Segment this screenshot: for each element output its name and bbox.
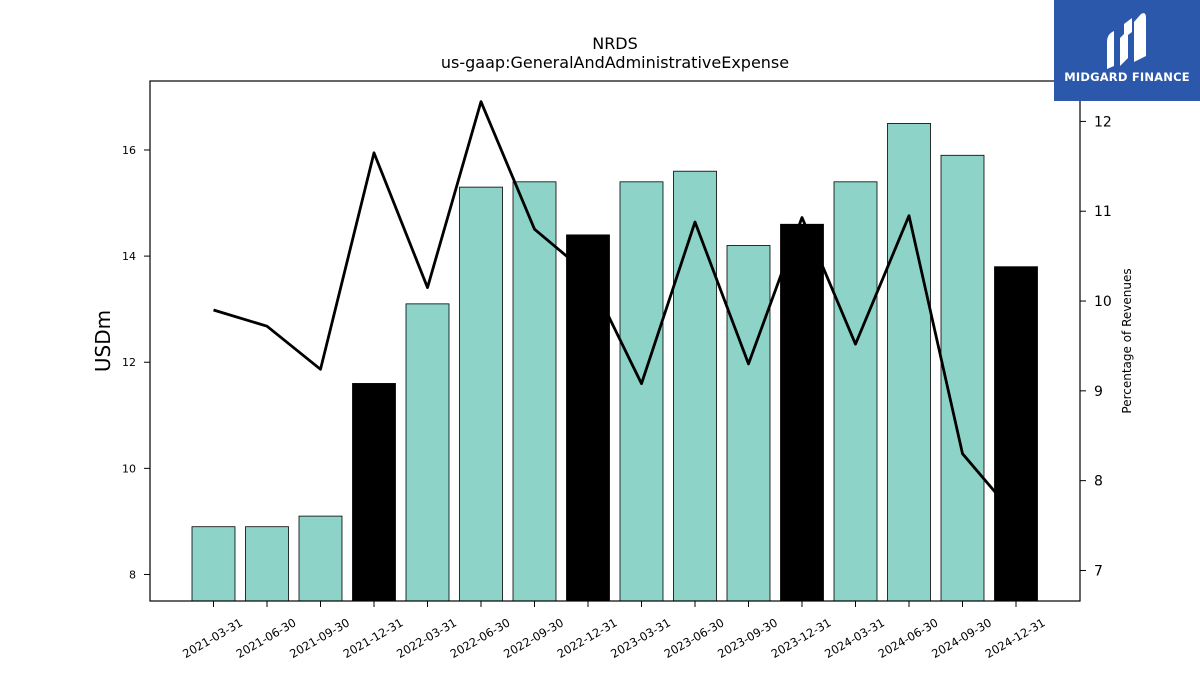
plot-frame xyxy=(149,80,1081,602)
bar-2021-12-31 xyxy=(352,383,396,602)
bar-2024-03-31 xyxy=(833,181,878,602)
x-tick-label: 2024-03-31 xyxy=(822,615,887,661)
y-tick-label: 10 xyxy=(122,462,136,475)
bar-2022-12-31 xyxy=(566,234,610,602)
x-tick-label: 2022-06-30 xyxy=(448,615,513,661)
y-tick-label: 12 xyxy=(122,356,136,369)
bar-2023-09-30 xyxy=(726,245,771,602)
y-axis-label: USDm xyxy=(91,310,115,372)
bar-2024-12-31 xyxy=(994,266,1038,602)
y2-tick-label: 8 xyxy=(1094,474,1103,490)
x-tick-label: 2023-09-30 xyxy=(715,615,780,661)
x-tick-label: 2024-06-30 xyxy=(876,615,941,661)
x-tick-label: 2022-09-30 xyxy=(501,615,566,661)
bar-2022-06-30 xyxy=(459,186,503,602)
x-tick-label: 2024-09-30 xyxy=(929,615,994,661)
y2-axis-label: Percentage of Revenues xyxy=(1120,268,1134,413)
y2-tick-label: 12 xyxy=(1094,114,1112,130)
x-tick-label: 2021-03-31 xyxy=(180,615,245,661)
bar-2024-09-30 xyxy=(940,154,985,602)
chart-subtitle: us-gaap:GeneralAndAdministrativeExpense xyxy=(441,53,789,72)
x-tick-label: 2024-12-31 xyxy=(983,615,1048,661)
x-tick-label: 2021-12-31 xyxy=(341,615,406,661)
bar-2023-06-30 xyxy=(673,170,717,602)
bar-2021-06-30 xyxy=(245,526,289,602)
x-tick-label: 2023-12-31 xyxy=(769,615,834,661)
line-series xyxy=(213,100,1018,518)
y-tick-label: 16 xyxy=(122,144,136,157)
x-tick-label: 2021-09-30 xyxy=(287,615,352,661)
y2-tick-label: 7 xyxy=(1094,563,1103,579)
bar-2021-03-31 xyxy=(191,526,236,602)
y2-tick-label: 9 xyxy=(1094,384,1103,400)
x-tick-label: 2021-06-30 xyxy=(234,615,299,661)
y-tick-label: 14 xyxy=(122,250,136,263)
logo-text: MIDGARD FINANCE xyxy=(1064,70,1190,84)
x-tick-label: 2022-03-31 xyxy=(394,615,459,661)
y2-tick-label: 10 xyxy=(1094,294,1112,310)
midgard-logo-icon xyxy=(1107,13,1146,69)
y2-tick-label: 11 xyxy=(1094,204,1112,220)
bar-2024-06-30 xyxy=(887,123,931,602)
bar-2023-12-31 xyxy=(780,223,824,602)
logo: MIDGARD FINANCE xyxy=(1054,0,1200,101)
x-tick-label: 2023-03-31 xyxy=(608,615,673,661)
x-tick-label: 2023-06-30 xyxy=(662,615,727,661)
y-tick-label: 8 xyxy=(129,568,136,581)
x-tick-label: 2022-12-31 xyxy=(555,615,620,661)
bar-2022-09-30 xyxy=(512,181,557,602)
bar-2021-09-30 xyxy=(298,515,343,602)
chart-title: NRDS xyxy=(592,34,638,53)
bar-2023-03-31 xyxy=(619,181,664,602)
bar-2022-03-31 xyxy=(405,303,450,602)
